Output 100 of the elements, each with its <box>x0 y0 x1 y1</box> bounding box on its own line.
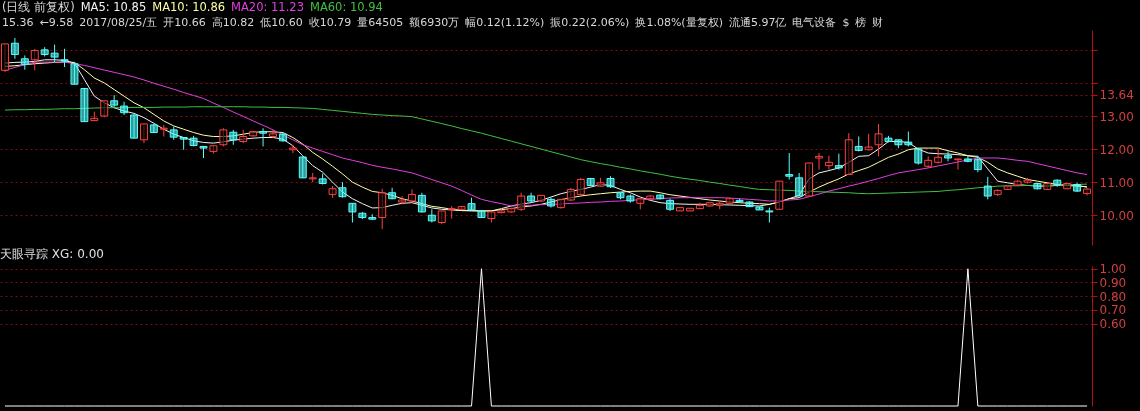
candlestick <box>269 129 277 139</box>
candlestick <box>934 147 943 165</box>
candlestick <box>636 198 645 210</box>
candlestick <box>209 145 218 155</box>
candlestick <box>70 62 79 85</box>
candlestick <box>338 181 347 199</box>
text: ←9.58 <box>39 16 74 29</box>
candlestick <box>666 198 675 212</box>
y-tick-label: 10.00 <box>1099 208 1134 223</box>
candlestick <box>249 130 258 138</box>
candlestick <box>983 176 992 200</box>
candlestick <box>1003 185 1012 190</box>
candlestick <box>824 155 833 171</box>
candlestick <box>179 136 188 151</box>
y-tick-label: 12.00 <box>1099 142 1134 157</box>
candlestick <box>80 87 89 123</box>
candlestick <box>139 123 148 144</box>
text: 高10.82 <box>211 16 255 29</box>
y-tick-label: 0.60 <box>1099 317 1127 332</box>
text: 额6930万 <box>409 16 460 29</box>
candlestick <box>566 187 575 202</box>
candlestick <box>348 202 357 224</box>
text: 电气设备 <box>792 16 837 29</box>
candlestick <box>437 210 446 225</box>
y-tick-label: 11.00 <box>1099 175 1134 190</box>
candlestick <box>120 101 129 116</box>
candlestick <box>298 155 307 179</box>
candlestick <box>398 195 407 205</box>
y-tick-label: 13.00 <box>1099 109 1134 124</box>
text: $ <box>842 16 850 29</box>
candlestick <box>259 127 268 147</box>
candlestick <box>646 194 655 200</box>
chart-title: 天眼寻踪 XG: 0.00 <box>0 246 104 261</box>
candlestick <box>30 48 39 71</box>
chart-title: (日线 前复权) <box>2 0 75 14</box>
candlestick <box>586 177 595 187</box>
candlestick <box>388 187 397 200</box>
candlestick <box>100 100 109 118</box>
text: MA20: 11.23 <box>231 0 304 14</box>
candlestick <box>278 132 287 143</box>
candlestick <box>1063 182 1072 190</box>
text: 收10.79 <box>308 16 352 29</box>
candlestick <box>427 208 436 224</box>
candlestick <box>417 192 426 214</box>
candlestick <box>10 37 19 60</box>
candlestick <box>993 188 1002 197</box>
candlestick <box>894 139 903 149</box>
candlestick <box>735 198 744 204</box>
candlestick <box>914 147 923 166</box>
candlestick <box>944 150 953 162</box>
candlestick <box>219 127 228 147</box>
text: 开10.66 <box>163 16 206 29</box>
candlestick <box>834 153 843 171</box>
candlestick <box>527 192 536 204</box>
candlestick <box>318 173 327 185</box>
candlestick <box>1043 182 1052 190</box>
candlestick <box>50 44 59 63</box>
candlestick <box>1083 187 1092 196</box>
candlestick <box>537 194 546 203</box>
text: 榜 <box>855 16 867 29</box>
candlestick <box>864 133 873 151</box>
candlestick <box>159 124 168 138</box>
candlestick <box>239 129 248 144</box>
candlestick <box>815 152 823 171</box>
candlestick <box>90 111 99 122</box>
candlestick <box>288 144 297 154</box>
candlestick <box>765 207 774 224</box>
candlestick <box>695 202 704 210</box>
candlestick <box>606 175 615 189</box>
text: 15.36 <box>2 16 34 29</box>
y-tick-label: 13.64 <box>1099 88 1134 103</box>
candlestick <box>457 205 466 211</box>
candlestick <box>596 177 605 188</box>
candlestick <box>507 207 516 214</box>
candlestick <box>556 198 565 210</box>
text: 幅0.12(1.12%) <box>465 16 545 29</box>
candlestick <box>358 211 367 220</box>
text: 流通5.97亿 <box>728 16 787 29</box>
candlestick <box>805 162 814 197</box>
text: 低10.60 <box>260 16 303 29</box>
candlestick <box>20 54 29 71</box>
candlestick <box>904 131 913 147</box>
text: MA60: 10.94 <box>309 0 383 14</box>
candlestick <box>477 209 486 219</box>
candlestick <box>626 193 635 204</box>
text: 财 <box>872 16 884 29</box>
candlestick <box>705 202 714 208</box>
candlestick <box>795 172 804 197</box>
candlestick <box>408 188 416 204</box>
candlestick <box>775 180 784 210</box>
candlestick <box>954 158 962 171</box>
candlestick <box>676 207 684 212</box>
candlestick <box>328 185 337 199</box>
text: 2017/08/25/五 <box>79 16 158 29</box>
candlestick <box>656 193 665 200</box>
y-tick-label: 0.90 <box>1099 275 1127 290</box>
candlestick <box>130 113 138 139</box>
text: MA5: 10.85 <box>80 0 147 14</box>
candlestick <box>973 155 982 173</box>
candlestick <box>487 211 496 224</box>
